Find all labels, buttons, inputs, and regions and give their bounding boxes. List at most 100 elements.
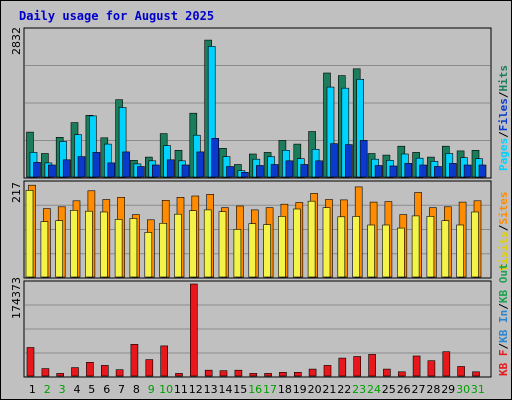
kb-f-bar [86, 361, 94, 377]
pages-bar [374, 165, 383, 178]
x-tick-label: 2 [44, 383, 51, 396]
legend-separator: / [497, 303, 510, 310]
kb-f-bar [41, 368, 50, 377]
x-tick-label: 3 [59, 383, 66, 396]
pages-bar [122, 151, 130, 178]
kb-f-bar [457, 366, 465, 377]
kb-f-bar [190, 283, 198, 377]
kb-f-bar [249, 373, 258, 377]
x-tick-label: 14 [219, 383, 233, 396]
pages-bar [478, 164, 487, 178]
pages-bar [389, 165, 398, 178]
kb-f-bar [101, 365, 109, 377]
x-tick-label: 29 [441, 383, 455, 396]
pages-bar [152, 164, 160, 178]
pages-bar [315, 160, 323, 178]
kb-f-bar [71, 367, 79, 377]
pages-bar [48, 164, 56, 178]
visits-bar [367, 224, 375, 278]
kb-f-bar [353, 356, 362, 377]
visits-bar [25, 190, 34, 278]
legend-kb-in: KB In [497, 310, 510, 343]
visits-bar [426, 216, 435, 278]
visits-bar [248, 223, 257, 278]
x-tick-label: 15 [233, 383, 247, 396]
pages-bar [419, 164, 427, 178]
pages-bar [434, 166, 442, 178]
legend-separator: / [497, 343, 510, 350]
kb-f-bar [160, 345, 168, 377]
kb-f-bar [279, 371, 287, 377]
pages-bar [92, 152, 101, 178]
visits-bar [352, 216, 361, 278]
visits-bar [382, 224, 390, 278]
x-tick-label: 13 [204, 383, 218, 396]
pages-bar [270, 164, 279, 178]
visits-bar [114, 219, 123, 278]
kbytes-bars [26, 283, 480, 377]
x-tick-label: 4 [74, 383, 81, 396]
legend-separator: / [497, 224, 510, 231]
x-tick-label: 27 [412, 383, 426, 396]
kb-f-bar [56, 373, 65, 377]
kb-f-bar [368, 354, 376, 377]
pages-bar [211, 138, 219, 178]
x-tick-label: 20 [308, 383, 322, 396]
x-tick-label: 10 [159, 383, 173, 396]
legend-kb-out: KB Out [497, 263, 510, 303]
legend-visits: Visits [497, 231, 510, 271]
pages-bar [62, 159, 71, 178]
x-tick-label: 19 [293, 383, 307, 396]
visits-bar [441, 220, 450, 278]
legend-files: Files [497, 98, 510, 131]
visits-bar [456, 224, 464, 278]
chart-title: Daily usage for August 2025 [19, 9, 214, 23]
visits-bars [25, 184, 482, 278]
pages-bar [285, 160, 294, 178]
visits-bar [471, 211, 479, 278]
kb-f-bar [442, 351, 451, 377]
x-tick-label: 1 [29, 383, 36, 396]
visits-bar [278, 216, 286, 278]
kb-f-bar [338, 357, 347, 377]
pages-bar [181, 164, 190, 178]
kb-f-bar [412, 355, 421, 377]
visits-bar [307, 200, 316, 278]
visits-bar [159, 223, 167, 278]
kb-f-bar [115, 369, 124, 377]
kb-f-bar [145, 359, 154, 377]
x-tick-label: 12 [189, 383, 203, 396]
visits-bar [218, 211, 227, 278]
x-tick-label: 23 [352, 383, 366, 396]
x-tick-label: 8 [133, 383, 140, 396]
pages-bar [226, 166, 234, 178]
pages-bar [330, 143, 338, 178]
pages-bar [196, 151, 205, 178]
visits-bar [322, 207, 331, 278]
visits-bar [233, 229, 242, 278]
pages-bar [241, 172, 249, 178]
visits-bar [144, 232, 153, 278]
kb-f-bar [308, 368, 317, 377]
visits-bar [70, 210, 78, 278]
kb-f-bar [293, 371, 302, 377]
visits-bar [396, 227, 405, 278]
visits-bar [263, 224, 271, 278]
visits-bar [292, 208, 301, 278]
pages-bar [107, 162, 116, 178]
x-axis-day-labels: 1 2 3 4 5 6 7 8 9 10 11 12 13 14 15 16 17 18 19 20 21 22 23 24 2… [29, 383, 485, 396]
x-tick-label: 5 [88, 383, 95, 396]
pages-bar [256, 165, 264, 178]
kb-f-bar [472, 371, 480, 377]
visits-bar [40, 221, 49, 278]
visits-bar [337, 216, 346, 278]
visits-bar [174, 213, 182, 278]
x-tick-label: 17 [263, 383, 277, 396]
usage-ymax-label: 2832 [10, 27, 23, 55]
kb-f-bar [204, 369, 213, 377]
kb-f-bar [175, 373, 183, 377]
x-tick-label: 9 [148, 383, 155, 396]
x-tick-label: 30 [456, 383, 470, 396]
kb-f-bar [219, 370, 228, 377]
